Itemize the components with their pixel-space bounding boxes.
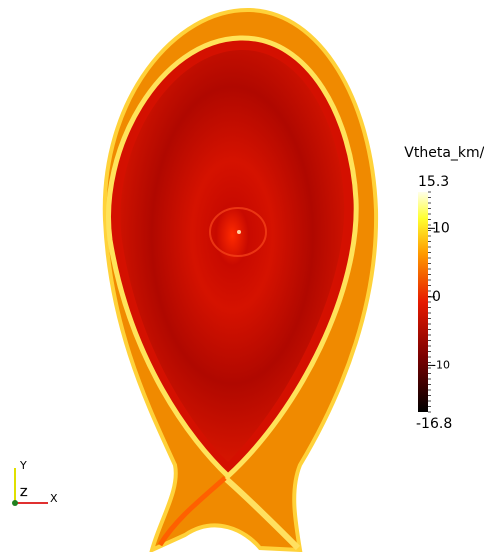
axis-label: Y	[19, 459, 27, 472]
plasma	[105, 10, 376, 550]
colorbar-ramp	[418, 192, 428, 412]
colorbar-title: Vtheta_km/s	[404, 145, 484, 161]
view: Y X Z Vtheta_km/s 15.3 -16.8 -10 0 10	[0, 0, 484, 552]
axis-label: X	[50, 492, 58, 505]
colorbar: Vtheta_km/s 15.3 -16.8 -10 0 10	[404, 145, 484, 432]
tick-label: 0	[432, 289, 441, 305]
tick-label: 10	[432, 220, 450, 236]
axes-triad: Y X Z	[12, 459, 58, 506]
tick-label: -10	[432, 358, 450, 371]
range-min-label: -16.8	[416, 416, 452, 432]
range-max-label: 15.3	[418, 174, 449, 190]
axis-label: Z	[20, 486, 28, 499]
